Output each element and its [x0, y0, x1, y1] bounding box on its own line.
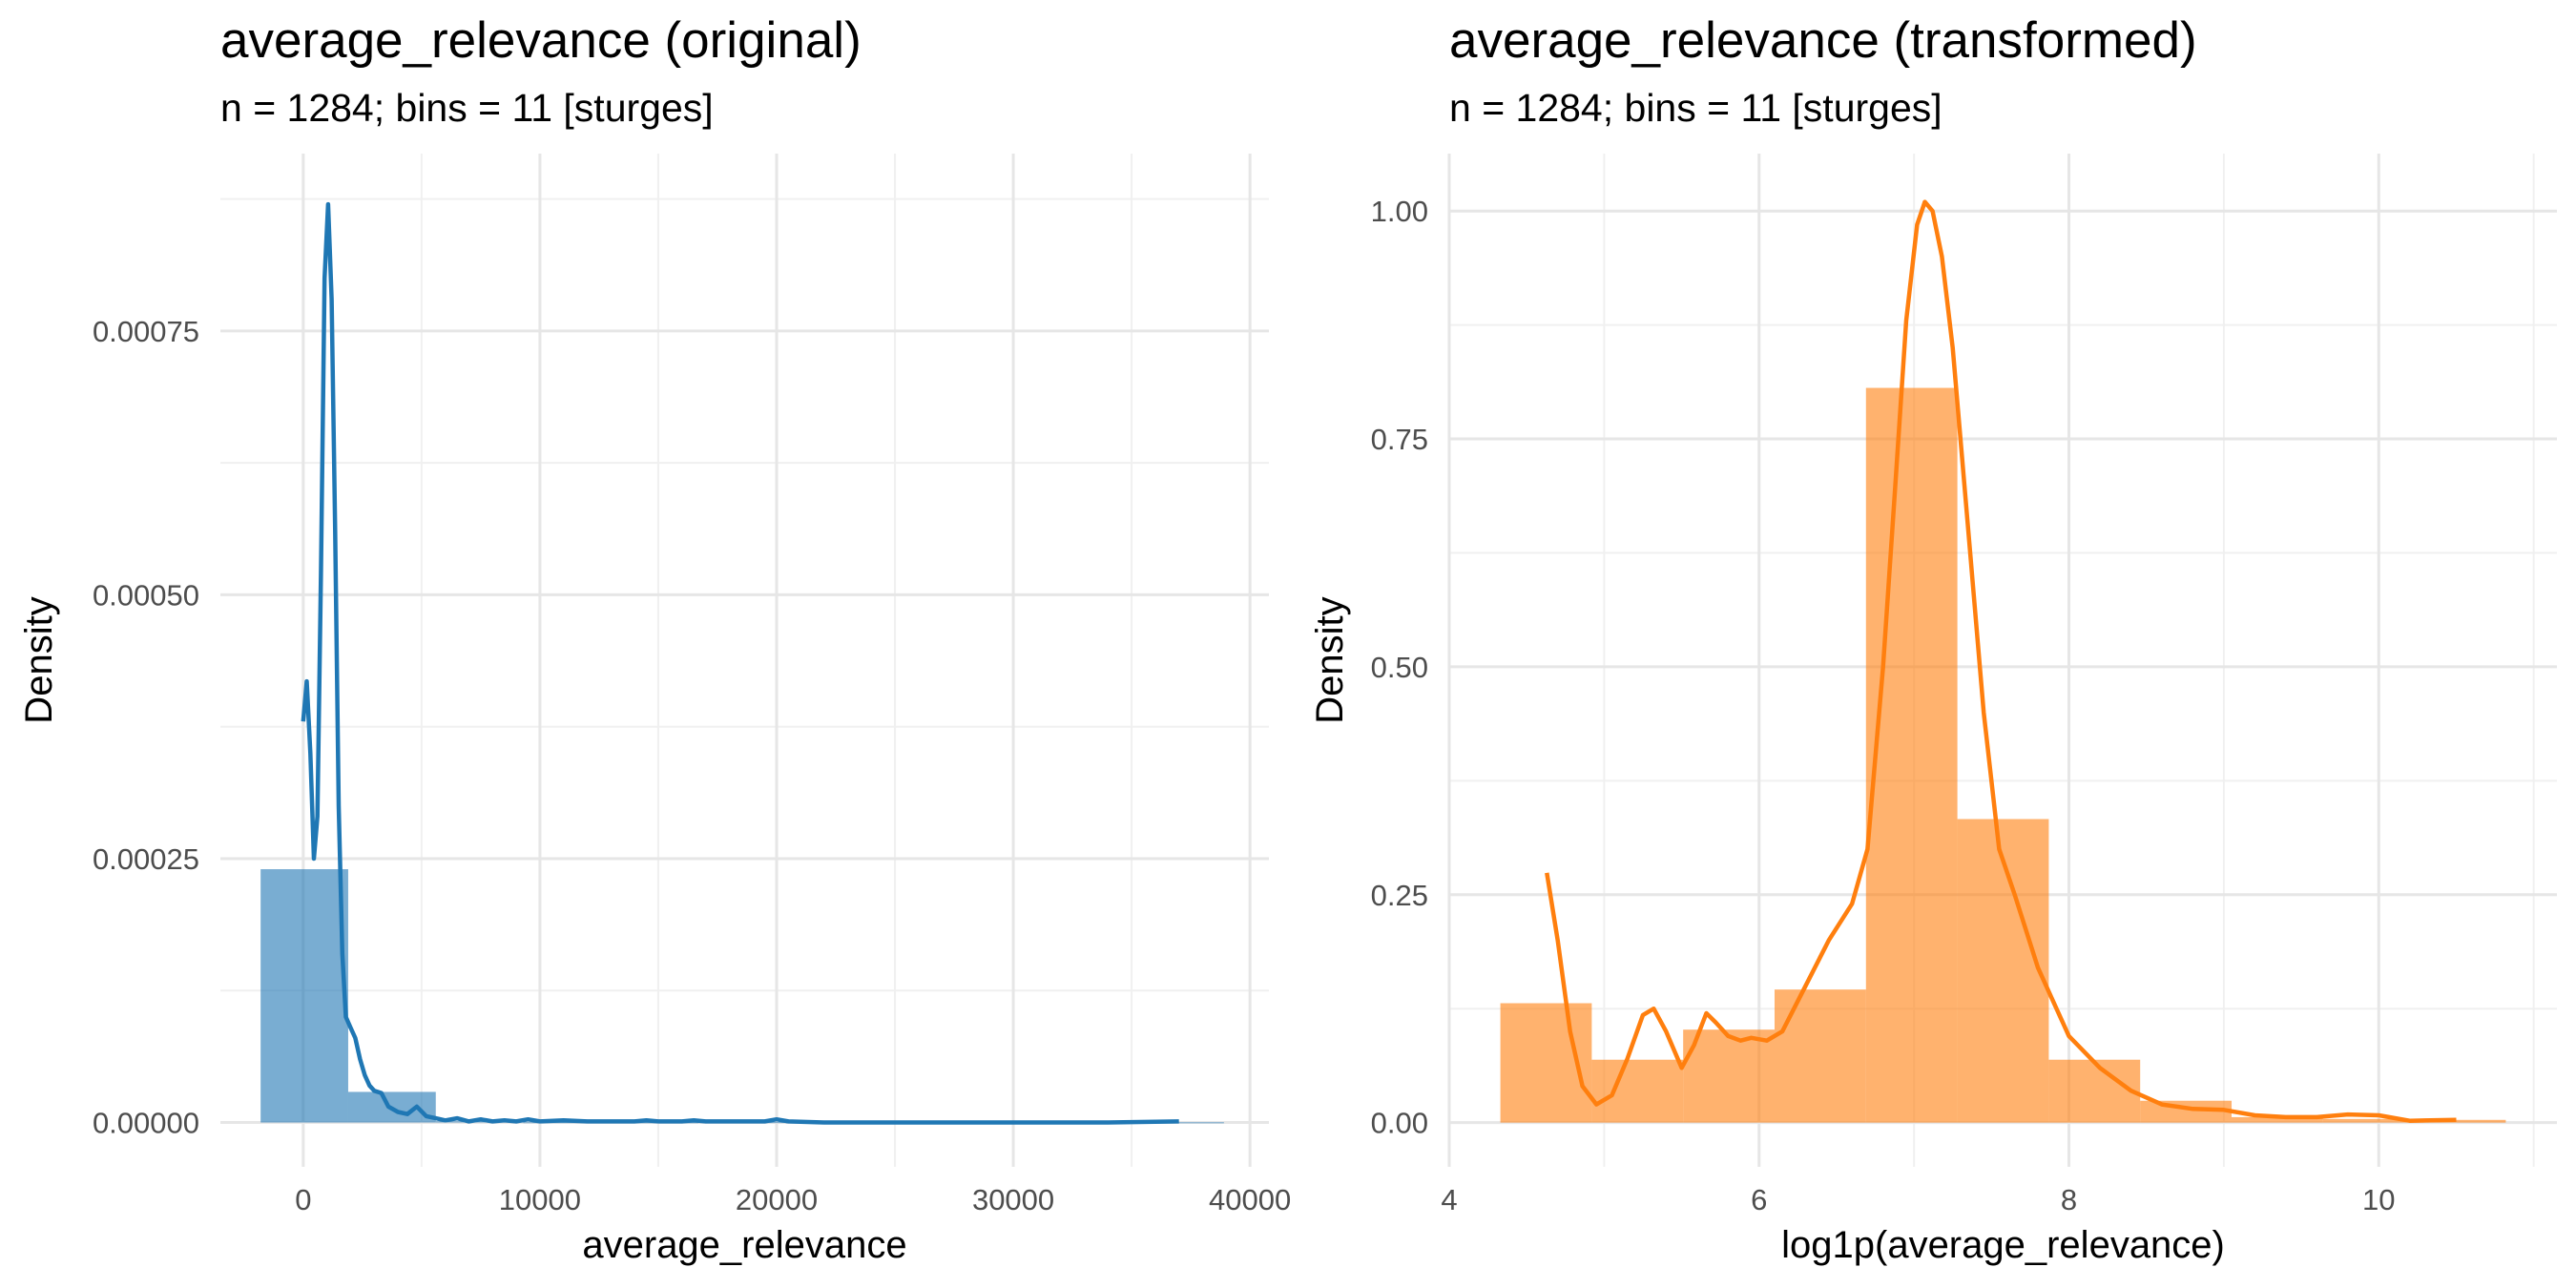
y-tick-label: 0.00000: [93, 1107, 199, 1140]
chart-subtitle-original: n = 1284; bins = 11 [sturges]: [220, 86, 714, 130]
x-tick-label: 10000: [499, 1183, 581, 1216]
histogram-bar: [1136, 1122, 1224, 1124]
x-tick-label: 4: [1441, 1183, 1457, 1216]
density-curve: [1545, 199, 2457, 1123]
x-tick-label: 0: [295, 1183, 311, 1216]
y-tick-label: 0.25: [1371, 879, 1428, 912]
x-tick-label: 8: [2061, 1183, 2077, 1216]
histogram-bar: [1591, 1059, 1684, 1123]
histogram-bar: [1683, 1029, 1775, 1123]
histogram-bar: [2414, 1119, 2506, 1123]
histogram-bar: [1957, 819, 2049, 1123]
x-tick-label: 10: [2362, 1183, 2395, 1216]
x-tick-label: 6: [1751, 1183, 1767, 1216]
density-curve: [301, 201, 1179, 1125]
chart-subtitle-transformed: n = 1284; bins = 11 [sturges]: [1449, 86, 1942, 130]
x-tick-label: 20000: [736, 1183, 818, 1216]
x-tick-label: 30000: [972, 1183, 1054, 1216]
histogram-bar: [2048, 1059, 2141, 1123]
plot-panel-original: 0 10000 20000 30000 40000 0.00000 0.00025 0.000…: [18, 154, 1291, 1266]
histogram-bar: [2232, 1116, 2323, 1123]
histogram-bar: [1865, 387, 1958, 1123]
chart-title-original: average_relevance (original): [220, 12, 862, 69]
x-axis-title: log1p(average_relevance): [1781, 1224, 2225, 1266]
histogram-bar: [435, 1121, 524, 1123]
y-tick-label: 0.00025: [93, 842, 199, 876]
y-axis-title: Density: [1309, 596, 1351, 723]
y-tick-label: 1.00: [1371, 195, 1428, 228]
histogram-bar: [1774, 989, 1866, 1123]
chart-title-transformed: average_relevance (transformed): [1449, 12, 2197, 69]
histogram-bar: [2322, 1118, 2415, 1123]
y-tick-label: 0.00050: [93, 578, 199, 612]
plot-panel-transformed: 4 6 8 10 0.00 0.25 0.50 0.75 1.00 log1p(average_r…: [1309, 154, 2557, 1266]
y-axis-title: Density: [18, 596, 60, 723]
histogram-bar: [260, 869, 348, 1123]
y-tick-label: 0.75: [1371, 423, 1428, 456]
x-tick-label: 40000: [1209, 1183, 1291, 1216]
y-tick-label: 0.50: [1371, 651, 1428, 684]
y-tick-label: 0.00075: [93, 315, 199, 348]
x-axis-title: average_relevance: [582, 1224, 906, 1266]
y-tick-label: 0.00: [1371, 1107, 1428, 1140]
